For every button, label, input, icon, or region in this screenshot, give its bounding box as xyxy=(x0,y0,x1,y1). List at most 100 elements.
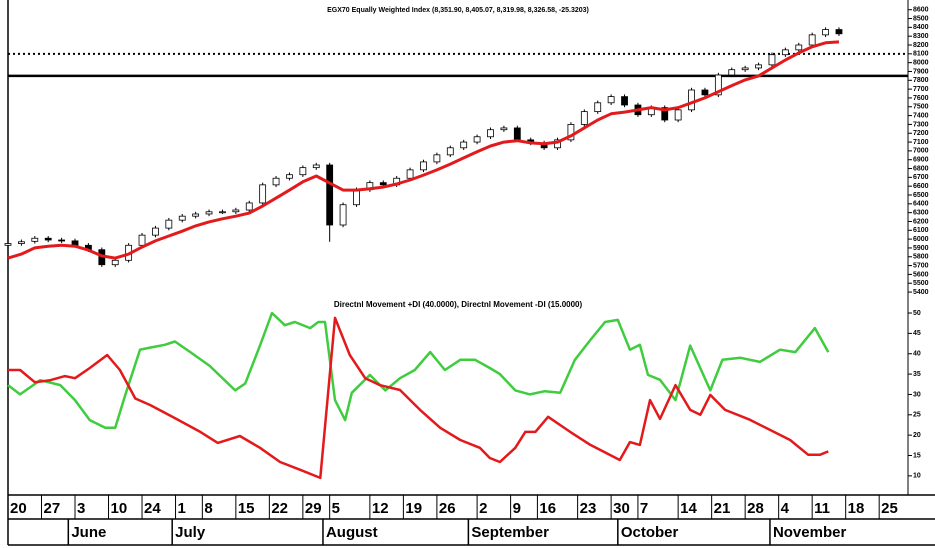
y-tick-label: 7000 xyxy=(913,148,929,155)
candle-body xyxy=(446,147,454,156)
candle-body xyxy=(567,124,575,141)
candle-body xyxy=(299,167,307,176)
candle-body xyxy=(272,177,280,186)
y-tick-label: 20 xyxy=(913,432,921,439)
x-tick-label: 22 xyxy=(271,500,288,517)
di-title: Directnl Movement +DI (40.0000), Directn… xyxy=(334,300,583,309)
y-tick-label: 7900 xyxy=(913,68,929,75)
y-tick-label: 8500 xyxy=(913,15,929,22)
y-tick-label: 5900 xyxy=(913,245,929,252)
candle-body xyxy=(661,107,669,121)
candle-body xyxy=(31,237,39,242)
candle-body xyxy=(326,164,334,226)
candle-body xyxy=(18,241,25,244)
y-tick-label: 6100 xyxy=(913,227,929,234)
y-tick-label: 7700 xyxy=(913,86,929,93)
y-tick-label: 6200 xyxy=(913,218,929,225)
y-tick-label: 10 xyxy=(913,473,921,480)
candle-body xyxy=(152,227,159,236)
di-line xyxy=(7,311,830,430)
candle-body xyxy=(822,29,829,36)
candle-body xyxy=(165,219,173,229)
x-tick-label: 10 xyxy=(111,500,128,517)
candle-body xyxy=(58,239,66,242)
y-tick-label: 5600 xyxy=(913,271,929,278)
moving-average-line xyxy=(7,40,840,260)
x-tick-label: 1 xyxy=(178,500,186,517)
x-tick-label: 9 xyxy=(513,500,521,517)
x-tick-label: 7 xyxy=(640,500,648,517)
di-line xyxy=(8,316,829,480)
x-tick-label: 15 xyxy=(238,500,255,517)
month-label: July xyxy=(175,524,206,541)
candle-body xyxy=(594,102,602,113)
candle-body xyxy=(768,54,776,66)
y-tick-label: 7600 xyxy=(913,95,929,102)
x-tick-label: 14 xyxy=(680,500,697,517)
candle-body xyxy=(379,182,387,186)
y-tick-label: 5700 xyxy=(913,262,929,269)
y-tick-label: 7400 xyxy=(913,112,929,119)
month-label: June xyxy=(71,524,106,541)
candle-body xyxy=(473,136,481,143)
y-tick-label: 6500 xyxy=(913,192,929,199)
candle-body xyxy=(487,129,494,138)
candle-body xyxy=(44,237,52,241)
x-tick-label: 21 xyxy=(714,500,731,517)
candle-body xyxy=(111,259,119,266)
y-tick-label: 6800 xyxy=(913,165,929,172)
candle-body xyxy=(433,154,441,163)
y-tick-label: 6000 xyxy=(913,236,929,243)
y-tick-label: 6900 xyxy=(913,157,929,164)
y-tick-label: 40 xyxy=(913,351,921,358)
candle-body xyxy=(312,164,320,169)
y-tick-label: 5400 xyxy=(913,289,929,296)
x-tick-label: 20 xyxy=(10,500,27,517)
candle-body xyxy=(420,161,427,171)
x-tick-label: 4 xyxy=(781,500,790,517)
candle-body xyxy=(339,204,347,226)
month-label: September xyxy=(471,524,549,541)
candle-body xyxy=(755,64,762,69)
y-tick-label: 15 xyxy=(913,452,921,459)
candle-body xyxy=(728,69,736,76)
x-tick-label: 30 xyxy=(613,500,630,517)
candle-body xyxy=(460,141,468,149)
candle-body xyxy=(500,127,508,131)
y-tick-label: 50 xyxy=(913,310,921,317)
candle-body xyxy=(178,215,186,221)
x-tick-label: 11 xyxy=(814,500,830,517)
candle-body xyxy=(406,169,414,179)
candle-body xyxy=(513,127,521,141)
candle-body xyxy=(808,34,816,46)
candle-body xyxy=(781,49,789,56)
y-tick-label: 30 xyxy=(913,391,921,398)
month-label: August xyxy=(326,524,378,541)
x-tick-label: 23 xyxy=(580,500,597,517)
candle-body xyxy=(245,202,253,211)
y-tick-label: 6700 xyxy=(913,174,929,181)
y-tick-label: 7300 xyxy=(913,121,929,128)
candle-body xyxy=(219,211,226,214)
y-tick-label: 7200 xyxy=(913,130,929,137)
y-tick-label: 5500 xyxy=(913,280,929,287)
y-tick-label: 8600 xyxy=(913,7,929,14)
x-tick-label: 3 xyxy=(77,500,85,517)
x-tick-label: 25 xyxy=(881,500,898,517)
candle-body xyxy=(138,234,146,246)
x-tick-label: 5 xyxy=(332,500,340,517)
x-tick-label: 28 xyxy=(747,500,764,517)
candle-body xyxy=(353,189,360,206)
month-label: October xyxy=(621,524,679,541)
candle-body xyxy=(232,209,240,213)
x-tick-label: 16 xyxy=(539,500,556,517)
candle-body xyxy=(192,213,200,217)
y-tick-label: 7800 xyxy=(913,77,929,84)
candle-body xyxy=(741,67,749,71)
y-tick-label: 45 xyxy=(913,330,921,337)
candle-body xyxy=(4,243,12,246)
y-tick-label: 8300 xyxy=(913,33,929,40)
candle-body xyxy=(607,96,615,104)
y-tick-label: 6600 xyxy=(913,183,929,190)
